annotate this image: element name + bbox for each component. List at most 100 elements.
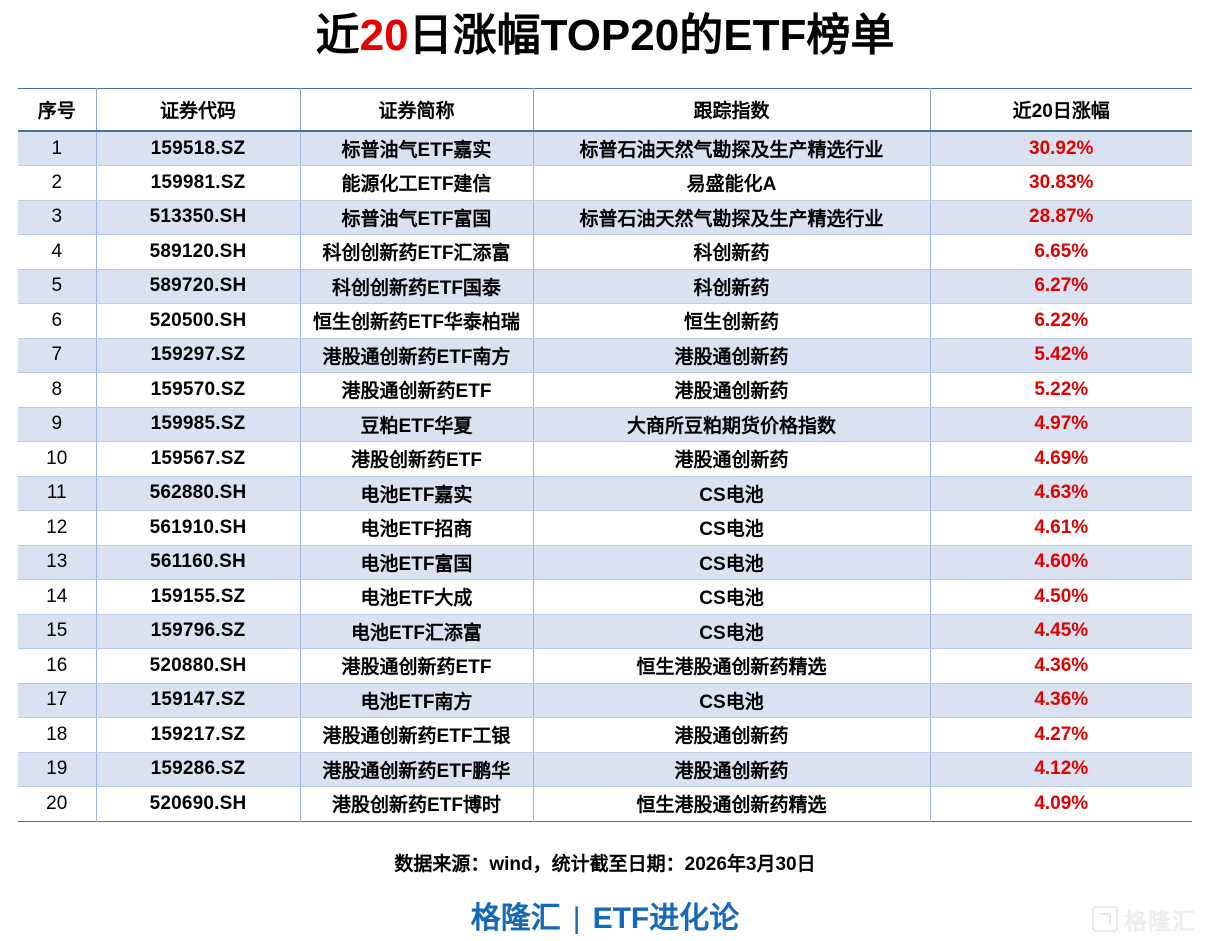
cell-index: CS电池 xyxy=(533,683,931,718)
column-header-index: 跟踪指数 xyxy=(533,88,931,132)
column-header-change: 近20日涨幅 xyxy=(930,88,1192,132)
cell-name: 豆粕ETF华夏 xyxy=(300,407,534,442)
cell-name: 港股创新药ETF博时 xyxy=(300,786,534,821)
cell-code: 159297.SZ xyxy=(96,338,301,373)
cell-code: 520880.SH xyxy=(96,648,301,684)
table-row: 15 159796.SZ 电池ETF汇添富 CS电池 4.45% xyxy=(18,614,1192,649)
table-row: 13 561160.SH 电池ETF富国 CS电池 4.60% xyxy=(18,545,1192,580)
cell-change: 4.61% xyxy=(930,510,1192,546)
cell-name: 港股通创新药ETF xyxy=(300,372,534,408)
table-row: 4 589120.SH 科创创新药ETF汇添富 科创新药 6.65% xyxy=(18,234,1192,270)
cell-index: 港股通创新药 xyxy=(533,752,931,787)
cell-rank: 2 xyxy=(18,165,97,201)
cell-rank: 3 xyxy=(18,200,97,235)
cell-index: 大商所豆粕期货价格指数 xyxy=(533,407,931,442)
brand-name: 格隆汇 xyxy=(470,902,561,935)
brand-column-name: ETF进化论 xyxy=(592,902,740,935)
cell-rank: 15 xyxy=(18,614,97,649)
table-row: 3 513350.SH 标普油气ETF富国 标普石油天然气勘探及生产精选行业 28.87… xyxy=(18,200,1192,235)
table-row: 6 520500.SH 恒生创新药ETF华泰柏瑞 恒生创新药 6.22% xyxy=(18,303,1192,339)
cell-code: 589120.SH xyxy=(96,234,301,270)
cell-code: 159981.SZ xyxy=(96,165,301,201)
cell-rank: 7 xyxy=(18,338,97,373)
cell-rank: 11 xyxy=(18,476,97,511)
cell-rank: 12 xyxy=(18,510,97,546)
cell-code: 589720.SH xyxy=(96,269,301,304)
cell-rank: 5 xyxy=(18,269,97,304)
cell-code: 159518.SZ xyxy=(96,131,301,166)
cell-code: 159985.SZ xyxy=(96,407,301,442)
cell-index: 恒生创新药 xyxy=(533,303,931,339)
watermark: 格隆汇 xyxy=(1092,902,1196,936)
cell-change: 28.87% xyxy=(930,200,1192,235)
table-row: 7 159297.SZ 港股通创新药ETF南方 港股通创新药 5.42% xyxy=(18,338,1192,373)
cell-change: 5.22% xyxy=(930,372,1192,408)
cell-change: 30.83% xyxy=(930,165,1192,201)
cell-change: 4.63% xyxy=(930,476,1192,511)
cell-code: 561910.SH xyxy=(96,510,301,546)
cell-rank: 20 xyxy=(18,786,97,821)
cell-index: 港股通创新药 xyxy=(533,717,931,753)
cell-name: 电池ETF大成 xyxy=(300,579,534,615)
cell-code: 159147.SZ xyxy=(96,683,301,718)
cell-change: 6.27% xyxy=(930,269,1192,304)
cell-name: 港股创新药ETF xyxy=(300,441,534,477)
cell-rank: 4 xyxy=(18,234,97,270)
cell-change: 5.42% xyxy=(930,338,1192,373)
column-header-name: 证券简称 xyxy=(300,88,534,132)
cell-index: 港股通创新药 xyxy=(533,441,931,477)
table-row: 20 520690.SH 港股创新药ETF博时 恒生港股通创新药精选 4.09% xyxy=(18,786,1192,821)
cell-index: 恒生港股通创新药精选 xyxy=(533,786,931,821)
cell-change: 4.50% xyxy=(930,579,1192,615)
table-row: 14 159155.SZ 电池ETF大成 CS电池 4.50% xyxy=(18,579,1192,615)
table-row: 1 159518.SZ 标普油气ETF嘉实 标普石油天然气勘探及生产精选行业 30.92… xyxy=(18,131,1192,166)
cell-name: 港股通创新药ETF xyxy=(300,648,534,684)
cell-code: 520690.SH xyxy=(96,786,301,821)
cell-name: 电池ETF嘉实 xyxy=(300,476,534,511)
cell-name: 科创创新药ETF国泰 xyxy=(300,269,534,304)
page-title: 近20日涨幅TOP20的ETF榜单 xyxy=(0,0,1210,68)
cell-name: 恒生创新药ETF华泰柏瑞 xyxy=(300,303,534,339)
cell-change: 4.69% xyxy=(930,441,1192,477)
table-row: 16 520880.SH 港股通创新药ETF 恒生港股通创新药精选 4.36% xyxy=(18,648,1192,684)
table-header-row: 序号 证券代码 证券简称 跟踪指数 近20日涨幅 xyxy=(18,88,1192,132)
table-row: 12 561910.SH 电池ETF招商 CS电池 4.61% xyxy=(18,510,1192,546)
cell-change: 6.65% xyxy=(930,234,1192,270)
cell-rank: 17 xyxy=(18,683,97,718)
table-row: 8 159570.SZ 港股通创新药ETF 港股通创新药 5.22% xyxy=(18,372,1192,408)
cell-index: 科创新药 xyxy=(533,269,931,304)
cell-index: 易盛能化A xyxy=(533,165,931,201)
cell-index: CS电池 xyxy=(533,545,931,580)
cell-index: CS电池 xyxy=(533,614,931,649)
cell-rank: 18 xyxy=(18,717,97,753)
data-source-note: 数据来源：wind，统计截至日期：2026年3月30日 xyxy=(394,854,816,875)
cell-index: 恒生港股通创新药精选 xyxy=(533,648,931,684)
cell-change: 4.27% xyxy=(930,717,1192,753)
cell-change: 30.92% xyxy=(930,131,1192,166)
cell-code: 513350.SH xyxy=(96,200,301,235)
cell-index: CS电池 xyxy=(533,579,931,615)
etf-ranking-table: 序号 证券代码 证券简称 跟踪指数 近20日涨幅 1 159518.SZ 标普油气E… xyxy=(18,88,1192,822)
table-row: 2 159981.SZ 能源化工ETF建信 易盛能化A 30.83% xyxy=(18,165,1192,201)
cell-rank: 10 xyxy=(18,441,97,477)
cell-index: 港股通创新药 xyxy=(533,338,931,373)
cell-change: 4.36% xyxy=(930,683,1192,718)
table-body: 1 159518.SZ 标普油气ETF嘉实 标普石油天然气勘探及生产精选行业 30.92… xyxy=(18,131,1192,821)
cell-name: 港股通创新药ETF鹏华 xyxy=(300,752,534,787)
cell-rank: 13 xyxy=(18,545,97,580)
cell-name: 港股通创新药ETF南方 xyxy=(300,338,534,373)
table-row: 5 589720.SH 科创创新药ETF国泰 科创新药 6.27% xyxy=(18,269,1192,304)
table-row: 18 159217.SZ 港股通创新药ETF工银 港股通创新药 4.27% xyxy=(18,717,1192,753)
cell-name: 电池ETF南方 xyxy=(300,683,534,718)
cell-name: 电池ETF招商 xyxy=(300,510,534,546)
etf-ranking-table-container: 序号 证券代码 证券简称 跟踪指数 近20日涨幅 1 159518.SZ 标普油气E… xyxy=(18,88,1192,822)
cell-index: CS电池 xyxy=(533,510,931,546)
cell-change: 4.97% xyxy=(930,407,1192,442)
cell-change: 4.45% xyxy=(930,614,1192,649)
cell-name: 港股通创新药ETF工银 xyxy=(300,717,534,753)
cell-index: 科创新药 xyxy=(533,234,931,270)
cell-rank: 9 xyxy=(18,407,97,442)
cell-code: 561160.SH xyxy=(96,545,301,580)
gelonghui-logo-icon xyxy=(1092,906,1118,932)
cell-change: 4.12% xyxy=(930,752,1192,787)
